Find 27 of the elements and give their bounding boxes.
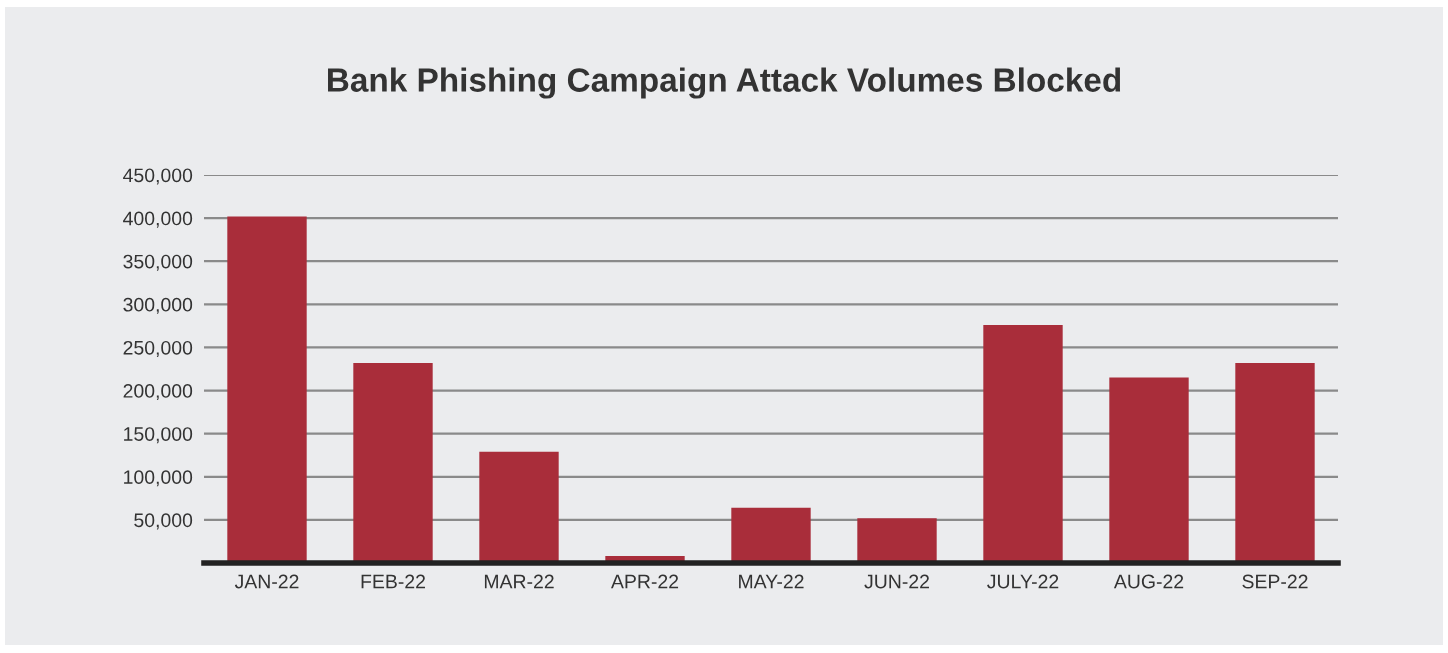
- x-tick-label: JUN-22: [864, 574, 929, 589]
- y-tick-label: 150,000: [124, 427, 193, 444]
- x-tick-label: MAR-22: [484, 574, 554, 589]
- x-tick-label: AUG-22: [1113, 574, 1184, 589]
- bar: [857, 518, 937, 563]
- y-tick-label: 100,000: [124, 470, 193, 487]
- bar: [227, 216, 307, 563]
- y-tick-label: 400,000: [123, 211, 193, 228]
- x-tick-label: JAN-22: [234, 574, 299, 589]
- x-tick-label: MAY-22: [739, 574, 804, 589]
- y-tick-label: 200,000: [123, 384, 193, 401]
- bar: [353, 362, 433, 563]
- chart-title: Bank Phishing Campaign Attack Volumes Blocked: [328, 67, 1121, 99]
- x-tick-label: FEB-22: [361, 574, 425, 589]
- y-tick-label: 350,000: [123, 254, 193, 271]
- bar: [731, 507, 811, 563]
- y-tick-label: 300,000: [123, 297, 193, 314]
- y-tick-label: 50,000: [134, 513, 193, 530]
- bar: [1109, 377, 1189, 563]
- x-tick-label: JULY-22: [987, 574, 1059, 589]
- x-tick-label: SEP-22: [1242, 574, 1308, 589]
- bar: [1235, 362, 1315, 563]
- bar: [983, 325, 1063, 563]
- bar: [479, 451, 559, 563]
- x-tick-label: APR-22: [611, 574, 679, 589]
- y-tick-label: 250,000: [123, 340, 193, 357]
- y-tick-label: 450,000: [123, 168, 193, 185]
